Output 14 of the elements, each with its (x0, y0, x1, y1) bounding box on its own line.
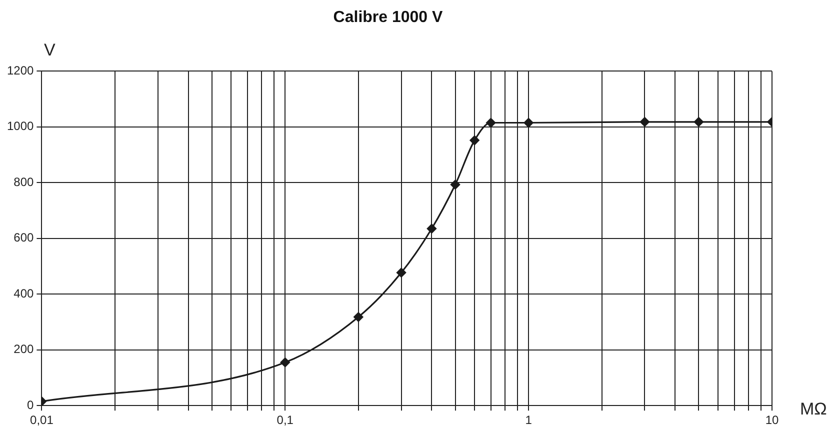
y-tick-label: 400 (14, 286, 34, 300)
x-tick-label: 0,1 (276, 413, 294, 428)
y-tick-label: 1000 (6, 119, 34, 134)
y-tick-label: 800 (14, 174, 34, 189)
chart-title: Calibre 1000 V (333, 9, 444, 26)
x-axis-title: MΩ (800, 399, 827, 418)
x-tick-label: 1 (525, 413, 532, 428)
y-tick-label: 0 (27, 398, 34, 412)
y-tick-label: 600 (14, 230, 34, 245)
y-tick-label: 200 (14, 342, 34, 356)
x-tick-label: 10 (765, 413, 779, 428)
y-axis-title: V (44, 40, 56, 60)
x-tick-label: 0,01 (30, 413, 54, 428)
y-tick-label: 1200 (6, 64, 34, 78)
